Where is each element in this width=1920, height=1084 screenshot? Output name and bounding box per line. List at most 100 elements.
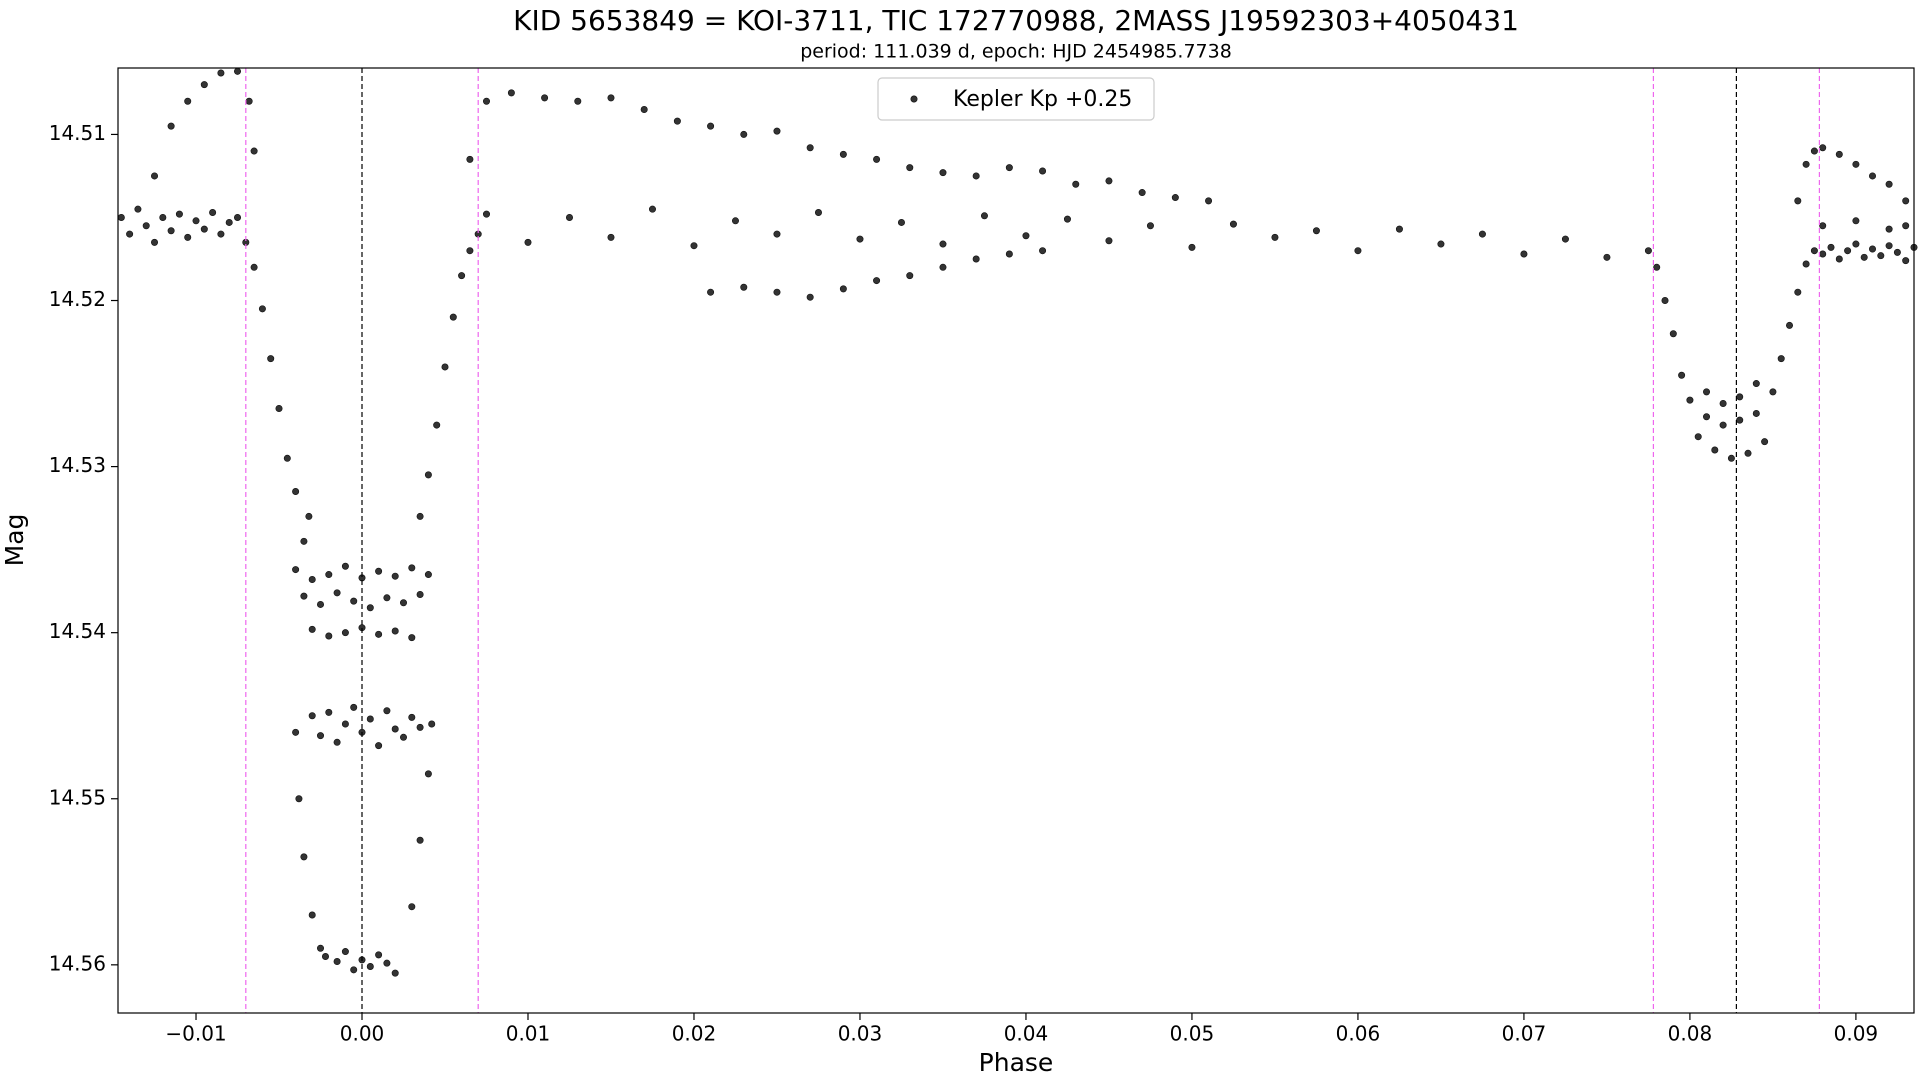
data-point [375,630,383,638]
data-point [1669,330,1677,338]
data-point [292,488,300,496]
data-point [1802,260,1810,268]
y-tick-label: 14.53 [49,453,106,477]
data-point [1395,225,1403,233]
data-point [1146,222,1154,230]
data-point [1835,150,1843,158]
data-point [524,238,532,246]
y-tick-label: 14.56 [49,951,106,975]
data-point [391,725,399,733]
data-point [209,208,217,216]
data-point [1852,160,1860,168]
data-point [1063,215,1071,223]
data-point [1703,413,1711,421]
data-point [673,117,681,125]
data-point [1877,252,1885,260]
data-point [366,715,374,723]
data-point [1786,321,1794,329]
x-tick-label: 0.09 [1834,1022,1879,1046]
data-point [1727,454,1735,462]
data-point [906,164,914,172]
data-point [648,205,656,213]
data-point [250,147,258,155]
data-point [1229,220,1237,228]
data-point [1711,446,1719,454]
data-point [1719,399,1727,407]
data-point [1736,416,1744,424]
data-point [1885,180,1893,188]
data-point [408,564,416,572]
data-point [1761,438,1769,446]
data-point [267,355,275,363]
data-point [428,720,436,728]
x-tick-label: 0.03 [838,1022,883,1046]
data-point [416,836,424,844]
data-point [814,208,822,216]
data-point [1752,380,1760,388]
data-point [1777,355,1785,363]
data-point [305,512,313,520]
data-point [1105,237,1113,245]
data-point [1860,253,1868,261]
data-point [873,277,881,285]
data-point [126,230,134,238]
data-point [400,733,408,741]
data-point [151,238,159,246]
data-point [1039,247,1047,255]
data-point [234,213,242,221]
data-point [184,97,192,105]
data-point [640,106,648,114]
data-point [1072,180,1080,188]
data-point [773,288,781,296]
x-tick-label: 0.08 [1668,1022,1713,1046]
data-point [1703,388,1711,396]
data-point [134,205,142,213]
data-point [391,969,399,977]
data-point [117,213,125,221]
data-point [375,742,383,750]
data-point [350,703,358,711]
data-point [1869,245,1877,253]
data-point [391,627,399,635]
data-point [416,590,424,598]
data-point [1819,250,1827,258]
data-point [873,155,881,163]
data-point [300,592,308,600]
data-point [245,97,253,105]
data-point [507,89,515,97]
x-tick-label: 0.00 [340,1022,385,1046]
data-point [366,604,374,612]
data-point [1844,247,1852,255]
data-point [1653,263,1661,271]
data-point [740,130,748,138]
data-point [1138,189,1146,197]
data-point [308,712,316,720]
x-tick-label: −0.01 [165,1022,226,1046]
data-point [275,404,283,412]
data-point [1810,147,1818,155]
data-point [1885,225,1893,233]
data-point [980,212,988,220]
data-point [167,227,175,235]
data-point [408,903,416,911]
data-point [839,285,847,293]
data-point [906,272,914,280]
data-point [1039,167,1047,175]
data-point [482,97,490,105]
data-point [574,97,582,105]
data-point [167,122,175,130]
data-point [391,572,399,580]
legend-label: Kepler Kp +0.25 [953,87,1132,112]
data-point [142,222,150,230]
data-point [258,305,266,313]
data-point [1271,233,1279,241]
data-point [773,127,781,135]
x-axis-label: Phase [979,1048,1054,1077]
data-point [458,272,466,280]
data-point [565,213,573,221]
data-point [1678,371,1686,379]
data-point [1661,297,1669,305]
data-point [341,629,349,637]
